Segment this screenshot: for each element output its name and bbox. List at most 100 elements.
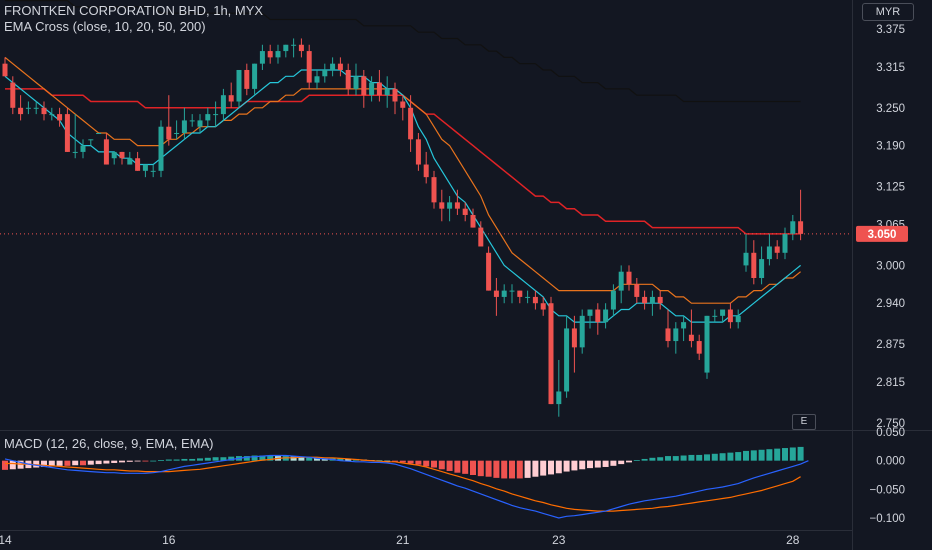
candle[interactable] bbox=[361, 69, 367, 108]
candle[interactable] bbox=[158, 120, 164, 178]
candle[interactable] bbox=[197, 114, 203, 134]
candle[interactable] bbox=[376, 69, 382, 102]
candle[interactable] bbox=[135, 151, 141, 171]
scale-mode-button[interactable]: E bbox=[792, 414, 816, 430]
candle[interactable] bbox=[509, 284, 515, 304]
candle[interactable] bbox=[345, 63, 351, 96]
candle[interactable] bbox=[142, 164, 148, 178]
candle[interactable] bbox=[33, 101, 39, 115]
candle[interactable] bbox=[688, 309, 694, 348]
candle[interactable] bbox=[369, 76, 375, 102]
candle[interactable] bbox=[798, 189, 804, 241]
candle[interactable] bbox=[493, 278, 499, 316]
candle[interactable] bbox=[486, 246, 492, 291]
candle[interactable] bbox=[603, 303, 609, 329]
macd-pane[interactable] bbox=[2, 446, 809, 519]
candle[interactable] bbox=[439, 189, 445, 222]
candle[interactable] bbox=[712, 309, 718, 323]
candle[interactable] bbox=[532, 290, 538, 310]
candle[interactable] bbox=[392, 82, 398, 115]
candle[interactable] bbox=[353, 63, 359, 96]
candle[interactable] bbox=[298, 38, 304, 58]
candle[interactable] bbox=[228, 82, 234, 108]
candle[interactable] bbox=[501, 284, 507, 304]
candle[interactable] bbox=[111, 151, 117, 165]
currency-button[interactable]: MYR bbox=[862, 3, 914, 21]
candle[interactable] bbox=[556, 359, 562, 417]
candle[interactable] bbox=[400, 95, 406, 121]
candle[interactable] bbox=[790, 214, 796, 241]
candle[interactable] bbox=[150, 164, 156, 178]
candle[interactable] bbox=[408, 95, 414, 152]
candle[interactable] bbox=[735, 309, 741, 329]
candle[interactable] bbox=[720, 309, 726, 323]
candle[interactable] bbox=[610, 284, 616, 316]
time-axis[interactable]: 14 16 21 23 28 bbox=[0, 530, 852, 548]
candle[interactable] bbox=[423, 151, 429, 184]
ema-indicator-label[interactable]: EMA Cross (close, 10, 20, 50, 200) bbox=[4, 19, 206, 34]
candle[interactable] bbox=[57, 107, 63, 127]
candle[interactable] bbox=[2, 57, 8, 77]
candle[interactable] bbox=[10, 76, 16, 115]
candle[interactable] bbox=[704, 315, 710, 379]
candle[interactable] bbox=[782, 227, 788, 260]
candle[interactable] bbox=[665, 309, 671, 348]
candle[interactable] bbox=[64, 107, 70, 152]
candle[interactable] bbox=[649, 290, 655, 316]
candle[interactable] bbox=[181, 107, 187, 140]
candle[interactable] bbox=[205, 107, 211, 127]
candle[interactable] bbox=[72, 114, 78, 159]
candle[interactable] bbox=[189, 114, 195, 127]
candle[interactable] bbox=[470, 208, 476, 228]
candle[interactable] bbox=[727, 303, 733, 329]
candle[interactable] bbox=[673, 322, 679, 354]
candle[interactable] bbox=[41, 101, 47, 121]
candle[interactable] bbox=[540, 296, 546, 316]
candle[interactable] bbox=[213, 101, 219, 127]
candle[interactable] bbox=[330, 57, 336, 77]
candle[interactable] bbox=[252, 63, 258, 96]
candle[interactable] bbox=[642, 290, 648, 310]
candle[interactable] bbox=[657, 290, 663, 310]
candle[interactable] bbox=[571, 315, 577, 373]
candle[interactable] bbox=[587, 309, 593, 329]
candle[interactable] bbox=[548, 296, 554, 405]
candle[interactable] bbox=[431, 170, 437, 209]
candle[interactable] bbox=[564, 315, 570, 398]
symbol-title[interactable]: FRONTKEN CORPORATION BHD, 1h, MYX bbox=[4, 3, 264, 18]
candle[interactable] bbox=[743, 233, 749, 272]
candle[interactable] bbox=[595, 303, 601, 335]
candle[interactable] bbox=[454, 189, 460, 215]
candle[interactable] bbox=[291, 38, 297, 58]
candle[interactable] bbox=[517, 290, 523, 304]
candle[interactable] bbox=[306, 44, 312, 89]
candle[interactable] bbox=[25, 101, 31, 115]
candle[interactable] bbox=[579, 309, 585, 354]
candle[interactable] bbox=[415, 133, 421, 171]
candle[interactable] bbox=[267, 44, 273, 64]
candle[interactable] bbox=[275, 44, 281, 64]
candle[interactable] bbox=[96, 133, 102, 135]
candle[interactable] bbox=[220, 88, 226, 121]
candle[interactable] bbox=[774, 240, 780, 260]
candle[interactable] bbox=[681, 315, 687, 342]
candle[interactable] bbox=[49, 107, 55, 121]
candle[interactable] bbox=[462, 202, 468, 222]
candle[interactable] bbox=[103, 133, 109, 165]
candle[interactable] bbox=[322, 63, 328, 83]
candle[interactable] bbox=[618, 265, 624, 304]
candle[interactable] bbox=[626, 265, 632, 291]
candle[interactable] bbox=[283, 44, 289, 58]
candle[interactable] bbox=[751, 240, 757, 285]
candle[interactable] bbox=[127, 151, 133, 165]
candle[interactable] bbox=[88, 139, 94, 146]
candle[interactable] bbox=[447, 196, 453, 222]
candle[interactable] bbox=[696, 334, 702, 360]
candle[interactable] bbox=[766, 233, 772, 266]
candle[interactable] bbox=[525, 290, 531, 304]
candle[interactable] bbox=[166, 95, 172, 146]
candle[interactable] bbox=[119, 151, 125, 165]
candle[interactable] bbox=[337, 57, 343, 77]
candle[interactable] bbox=[244, 63, 250, 96]
candle[interactable] bbox=[259, 44, 265, 70]
